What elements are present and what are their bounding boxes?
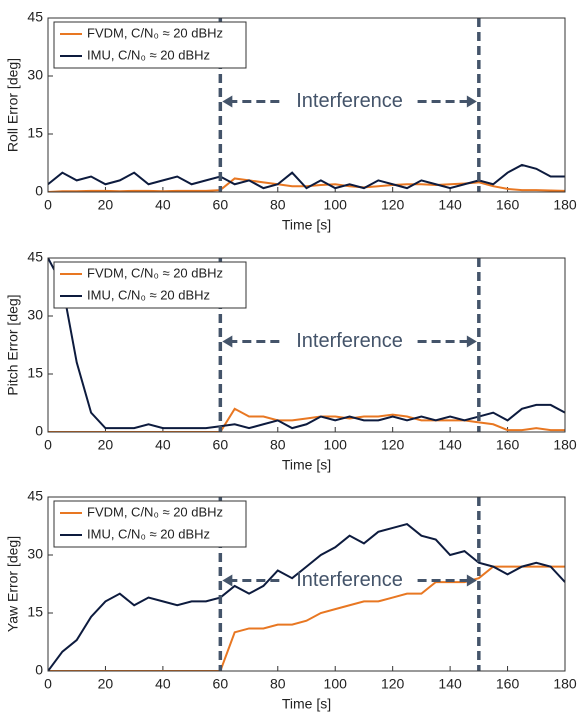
x-tick-label: 120 (381, 437, 405, 453)
x-tick-label: 40 (155, 437, 171, 453)
x-tick-label: 140 (438, 676, 462, 692)
arrow-head (222, 574, 233, 587)
legend-label: IMU, C/N₀ ≈ 20 dBHz (87, 287, 210, 302)
y-tick-label: 45 (27, 488, 43, 504)
y-tick-label: 30 (27, 307, 43, 323)
x-axis-label: Time [s] (282, 217, 331, 233)
y-tick-label: 0 (35, 423, 43, 439)
x-tick-label: 60 (213, 676, 229, 692)
y-axis-label: Yaw Error [deg] (5, 536, 21, 632)
series-line (48, 522, 565, 671)
y-tick-label: 0 (35, 183, 43, 199)
x-tick-label: 60 (213, 197, 229, 213)
y-tick-label: 15 (27, 604, 43, 620)
x-axis-label: Time [s] (282, 457, 331, 473)
y-axis-label: Pitch Error [deg] (5, 294, 21, 395)
y-axis-label: Roll Error [deg] (5, 58, 21, 152)
legend-label: IMU, C/N₀ ≈ 20 dBHz (87, 526, 210, 541)
x-tick-label: 180 (553, 676, 577, 692)
x-tick-label: 80 (270, 197, 286, 213)
y-tick-label: 30 (27, 546, 43, 562)
x-tick-label: 180 (553, 437, 577, 453)
x-tick-label: 160 (496, 676, 520, 692)
plot-area (48, 522, 565, 671)
x-tick-label: 40 (155, 197, 171, 213)
x-tick-label: 160 (496, 437, 520, 453)
arrow-head (222, 335, 233, 348)
y-tick-label: 45 (27, 9, 43, 25)
x-tick-label: 0 (44, 676, 52, 692)
legend-box (53, 261, 247, 309)
legend-label: IMU, C/N₀ ≈ 20 dBHz (87, 47, 210, 62)
annotation: Interference (296, 330, 403, 352)
arrow-head (466, 95, 477, 108)
legend-label: FVDM, C/N₀ ≈ 20 dBHz (87, 504, 223, 519)
x-tick-label: 60 (213, 437, 229, 453)
axes-box (47, 17, 566, 193)
x-tick-label: 120 (381, 676, 405, 692)
arrow-head (466, 335, 477, 348)
x-tick-label: 100 (324, 676, 348, 692)
axes-box (47, 496, 566, 672)
y-tick-label: 45 (27, 249, 43, 265)
y-tick-label: 30 (27, 67, 43, 83)
x-tick-label: 20 (98, 197, 114, 213)
x-tick-label: 100 (324, 437, 348, 453)
series-line (48, 407, 565, 432)
series-line (48, 565, 565, 671)
axes-box (47, 257, 566, 433)
x-tick-label: 140 (438, 437, 462, 453)
annotation: Interference (296, 569, 403, 591)
x-tick-label: 20 (98, 437, 114, 453)
y-tick-label: 15 (27, 365, 43, 381)
x-tick-label: 180 (553, 197, 577, 213)
x-tick-label: 100 (324, 197, 348, 213)
x-tick-label: 80 (270, 676, 286, 692)
legend-label: FVDM, C/N₀ ≈ 20 dBHz (87, 25, 223, 40)
y-tick-label: 0 (35, 662, 43, 678)
legend-box (53, 500, 247, 548)
x-axis-label: Time [s] (282, 696, 331, 712)
legend-label: FVDM, C/N₀ ≈ 20 dBHz (87, 265, 223, 280)
x-tick-label: 160 (496, 197, 520, 213)
y-tick-label: 15 (27, 125, 43, 141)
plot-area (48, 163, 565, 192)
legend-box (53, 21, 247, 69)
arrow-head (222, 95, 233, 108)
x-tick-label: 0 (44, 197, 52, 213)
arrow-head (466, 574, 477, 587)
x-tick-label: 40 (155, 676, 171, 692)
x-tick-label: 80 (270, 437, 286, 453)
x-tick-label: 20 (98, 676, 114, 692)
x-tick-label: 140 (438, 197, 462, 213)
x-tick-label: 0 (44, 437, 52, 453)
x-tick-label: 120 (381, 197, 405, 213)
series-line (48, 177, 565, 192)
annotation: Interference (296, 90, 403, 112)
